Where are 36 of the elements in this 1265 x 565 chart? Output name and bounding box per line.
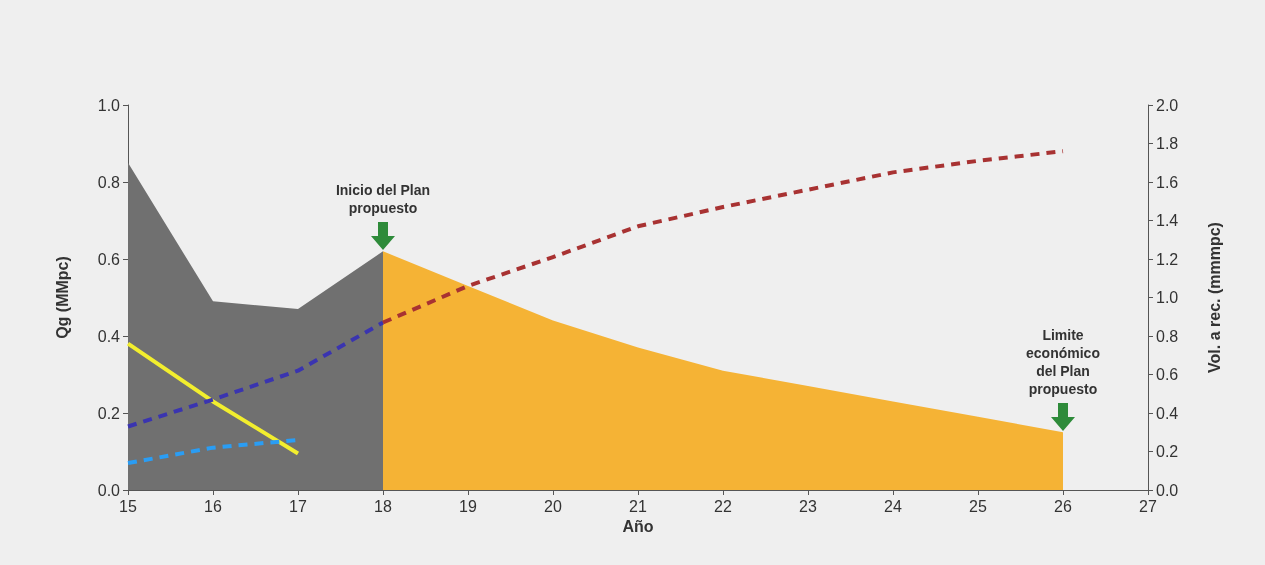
y2-axis-title: Vol. a rec. (mmmpc) — [1205, 222, 1223, 373]
x-tick-label: 22 — [714, 497, 732, 515]
y2-tick-label: 0.4 — [1156, 404, 1179, 422]
x-tick-label: 17 — [289, 497, 307, 515]
x-tick-label: 25 — [969, 497, 987, 515]
y2-tick-label: 0.8 — [1156, 327, 1179, 345]
x-tick-label: 26 — [1054, 497, 1072, 515]
x-tick-label: 18 — [374, 497, 392, 515]
y-tick-label: 1.0 — [97, 96, 121, 114]
y2-tick-label: 0.0 — [1156, 481, 1179, 499]
y2-tick-label: 0.6 — [1156, 366, 1179, 383]
y2-tick-label: 1.2 — [1156, 250, 1179, 268]
y2-tick-label: 1.8 — [1156, 135, 1179, 152]
annotation: Inicio del Plan propuesto — [335, 181, 431, 218]
y-tick-label: 0.4 — [97, 327, 121, 345]
x-tick-label: 27 — [1139, 497, 1157, 515]
y2-tick-label: 1.0 — [1156, 289, 1179, 306]
x-tick-label: 20 — [544, 497, 562, 515]
y2-tick-label: 2.0 — [1156, 96, 1179, 114]
y-axis-title: Qg (MMpc) — [53, 256, 71, 339]
x-tick-label: 23 — [799, 497, 817, 515]
annotation: Limite económico del Plan propuesto — [1025, 326, 1101, 399]
x-tick-label: 19 — [459, 497, 477, 515]
x-tick-label: 16 — [204, 497, 222, 515]
y-tick-label: 0.0 — [97, 481, 121, 499]
y-tick-label: 0.2 — [97, 404, 121, 422]
y2-tick-label: 1.6 — [1156, 173, 1179, 191]
y2-tick-label: 1.4 — [1156, 212, 1179, 229]
y2-tick-label: 0.2 — [1156, 443, 1179, 460]
x-tick-label: 21 — [629, 497, 647, 515]
y-tick-label: 0.8 — [97, 173, 121, 191]
x-tick-label: 15 — [119, 497, 137, 515]
line-series — [126, 320, 385, 429]
x-axis-title: Año — [622, 518, 654, 536]
x-tick-label: 24 — [884, 497, 902, 515]
y-tick-label: 0.6 — [97, 250, 121, 268]
